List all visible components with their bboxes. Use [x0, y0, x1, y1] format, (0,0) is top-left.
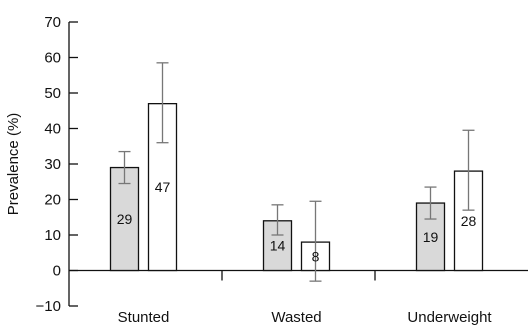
y-tick-label: −10	[36, 298, 61, 315]
y-tick-label: 60	[44, 50, 61, 67]
category-label: Stunted	[118, 309, 170, 326]
bar-value-label: 19	[423, 229, 439, 245]
error-bars	[118, 62, 475, 282]
y-axis-title: Prevalence (%)	[5, 113, 22, 216]
y-tick-label: 40	[44, 121, 61, 138]
y-tick-label: 30	[44, 156, 61, 173]
y-tick-label: 70	[44, 14, 61, 31]
y-tick-label: 10	[44, 227, 61, 244]
bar-value-label: 8	[312, 248, 320, 264]
bar-value-label: 29	[117, 211, 133, 227]
y-tick-label: 50	[44, 85, 61, 102]
axes: −10 0 10 20 30 40 50 60 70	[36, 14, 528, 315]
category-label: Wasted	[271, 309, 321, 326]
bar-value-label: 28	[461, 213, 477, 229]
category-label: Underweight	[407, 309, 492, 326]
y-tick-label: 20	[44, 192, 61, 209]
bar-value-label: 14	[270, 238, 286, 254]
y-tick-label: 0	[53, 263, 61, 280]
bar-value-label: 47	[155, 179, 171, 195]
labels: 29 47 Stunted 14 8 Wasted 19 28 Underweight	[117, 179, 493, 326]
